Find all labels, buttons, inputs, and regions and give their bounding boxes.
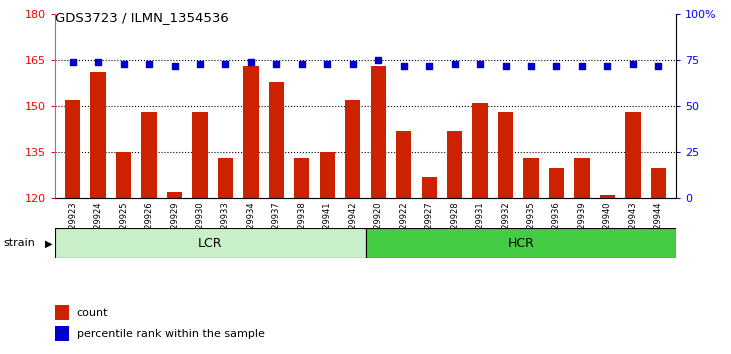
Point <box>627 61 639 67</box>
Point <box>296 61 308 67</box>
Bar <box>523 158 539 198</box>
Point <box>449 61 461 67</box>
Point <box>525 63 537 69</box>
Point <box>602 63 613 69</box>
Text: HCR: HCR <box>507 237 534 250</box>
Bar <box>269 82 284 198</box>
Bar <box>65 100 80 198</box>
Bar <box>575 158 590 198</box>
Point <box>474 61 486 67</box>
Point <box>118 61 129 67</box>
Point <box>550 63 562 69</box>
Bar <box>447 131 462 198</box>
Point <box>245 59 257 65</box>
Text: ▶: ▶ <box>45 238 53 249</box>
Point <box>398 63 409 69</box>
Bar <box>55 305 69 320</box>
Point <box>92 59 104 65</box>
Point <box>169 63 181 69</box>
Bar <box>498 112 513 198</box>
Bar <box>345 100 360 198</box>
Bar <box>218 158 233 198</box>
Point <box>194 61 206 67</box>
Bar <box>294 158 309 198</box>
Bar <box>55 326 69 341</box>
Point <box>423 63 435 69</box>
Bar <box>549 167 564 198</box>
Bar <box>319 152 335 198</box>
Bar <box>192 112 208 198</box>
Point <box>143 61 155 67</box>
Point <box>219 61 231 67</box>
Bar <box>625 112 640 198</box>
Bar <box>116 152 132 198</box>
Bar <box>243 66 259 198</box>
Bar <box>599 195 615 198</box>
Bar <box>651 167 666 198</box>
Bar <box>141 112 156 198</box>
Bar <box>366 228 676 258</box>
Bar <box>422 177 437 198</box>
Point <box>322 61 333 67</box>
Point <box>653 63 664 69</box>
Bar <box>91 73 106 198</box>
Bar <box>472 103 488 198</box>
Point <box>67 59 78 65</box>
Bar <box>396 131 412 198</box>
Point <box>500 63 512 69</box>
Text: count: count <box>77 308 108 318</box>
Point <box>576 63 588 69</box>
Text: strain: strain <box>4 238 36 249</box>
Point <box>372 57 384 63</box>
Bar <box>371 66 386 198</box>
Bar <box>55 228 366 258</box>
Bar <box>167 192 182 198</box>
Text: percentile rank within the sample: percentile rank within the sample <box>77 329 265 339</box>
Text: GDS3723 / ILMN_1354536: GDS3723 / ILMN_1354536 <box>55 11 229 24</box>
Point <box>270 61 282 67</box>
Text: LCR: LCR <box>198 237 222 250</box>
Point <box>347 61 359 67</box>
